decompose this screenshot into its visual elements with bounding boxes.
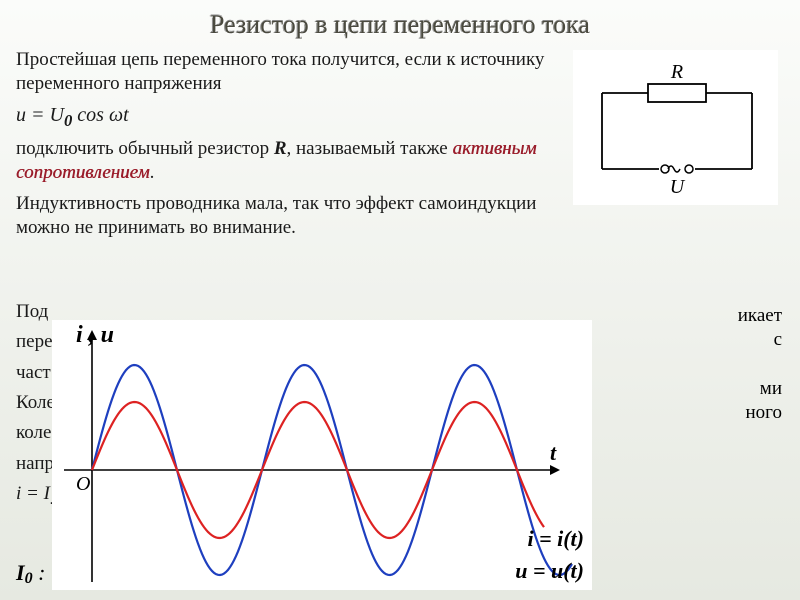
p2-R: R bbox=[274, 138, 287, 159]
waveform-chart: i , u Ot i = i(t) u = u(t) bbox=[52, 320, 592, 590]
br4: ми bbox=[760, 378, 782, 399]
br2: с bbox=[774, 329, 782, 350]
paragraph-3: Индуктивность проводника мала, так что э… bbox=[16, 192, 559, 241]
paragraph-1: Простейшая цепь переменного тока получит… bbox=[16, 48, 559, 97]
I0-sub: 0 bbox=[25, 570, 33, 587]
formula-u-var: u bbox=[16, 104, 26, 126]
p2-b: , называемый также bbox=[287, 138, 453, 159]
formula-u: u = U0 cos ωt bbox=[16, 103, 559, 131]
svg-text:U: U bbox=[670, 176, 686, 198]
br1: икает bbox=[738, 305, 782, 326]
slide-title: Резистор в цепи переменного тока bbox=[16, 10, 784, 40]
svg-text:O: O bbox=[76, 473, 90, 495]
occluded-right-text: икает с ми ного bbox=[672, 304, 782, 426]
paragraph-2: подключить обычный резистор R, называемы… bbox=[16, 137, 559, 186]
I0-tail: : bbox=[33, 560, 46, 585]
slide: Резистор в цепи переменного тока Простей… bbox=[0, 0, 800, 600]
p2-c: . bbox=[150, 162, 155, 183]
formula-eq: = U bbox=[26, 104, 64, 126]
bl7l: i = I bbox=[16, 483, 50, 504]
final-I0: I0 : bbox=[16, 560, 45, 588]
p2-a: подключить обычный резистор bbox=[16, 138, 274, 159]
bl6l: напр bbox=[16, 453, 54, 474]
content-row: Простейшая цепь переменного тока получит… bbox=[16, 48, 784, 246]
bl1l: Под bbox=[16, 301, 48, 322]
I0-I: I bbox=[16, 560, 25, 585]
bl5l: коле bbox=[16, 422, 51, 443]
bl4l: Коле bbox=[16, 392, 55, 413]
svg-text:t: t bbox=[550, 440, 557, 465]
svg-text:R: R bbox=[670, 61, 683, 83]
legend-u: u = u(t) bbox=[515, 558, 584, 584]
br5: ного bbox=[746, 402, 783, 423]
bl3l: част bbox=[16, 362, 51, 383]
chart-svg: Ot bbox=[52, 320, 592, 590]
text-column: Простейшая цепь переменного тока получит… bbox=[16, 48, 559, 246]
circuit-diagram: RU bbox=[573, 50, 778, 205]
bl2l: пере bbox=[16, 331, 53, 352]
formula-cos: cos ωt bbox=[72, 104, 128, 126]
legend-i: i = i(t) bbox=[527, 526, 584, 552]
circuit-svg: RU bbox=[574, 51, 779, 206]
axis-label-iu: i , u bbox=[76, 322, 114, 349]
